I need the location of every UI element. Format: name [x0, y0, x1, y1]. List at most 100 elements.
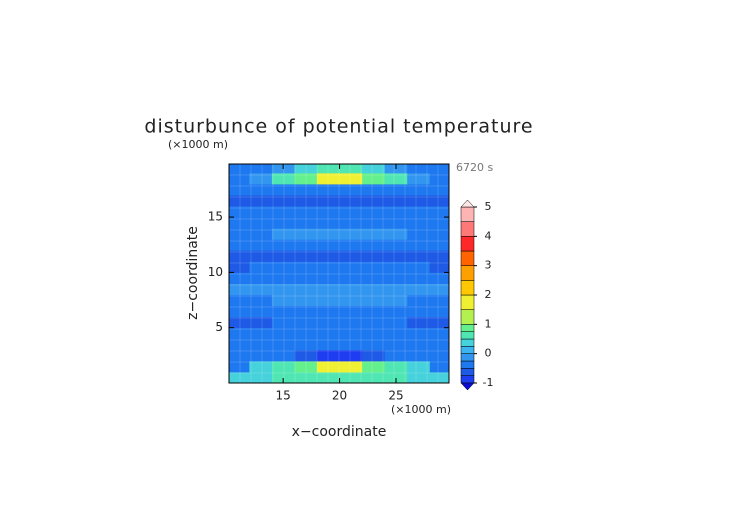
contour-cell — [384, 371, 408, 383]
colorbar-segment — [460, 250, 475, 266]
contour-cell — [317, 283, 341, 296]
colorbar-segment — [460, 309, 475, 325]
colorbar-segment — [460, 280, 475, 296]
contour-cell — [407, 327, 431, 340]
contour-cell — [294, 360, 318, 373]
y-tick-label: 10 — [208, 265, 223, 279]
contour-cell — [339, 327, 363, 340]
contour-cell — [271, 217, 295, 229]
contour-cell — [339, 194, 363, 207]
colorbar-segment — [460, 331, 475, 340]
contour-cell — [362, 172, 386, 185]
contour-cell — [294, 371, 318, 383]
contour-cell — [294, 172, 318, 185]
colorbar-segment — [460, 265, 475, 281]
contour-cell — [249, 217, 273, 229]
contour-cell — [362, 239, 386, 251]
contour-cell — [229, 305, 250, 318]
contour-cell — [429, 371, 449, 383]
contour-cell — [294, 349, 318, 362]
contour-cell — [384, 349, 408, 362]
contour-cell — [407, 239, 431, 251]
contour-cell — [429, 183, 449, 196]
contour-cell — [249, 360, 273, 373]
contour-cell — [362, 272, 386, 284]
contour-cell — [362, 183, 386, 196]
contour-cell — [271, 327, 295, 340]
contour-cell — [317, 272, 341, 284]
contour-cell — [249, 172, 273, 185]
contour-cell — [249, 349, 273, 362]
x-axis-label: x−coordinate — [292, 424, 387, 440]
contour-cell — [407, 206, 431, 218]
contour-cell — [229, 228, 250, 240]
contour-cell — [407, 217, 431, 229]
x-tick-label: 15 — [276, 389, 291, 403]
contour-cell — [384, 228, 408, 240]
contour-cell — [229, 183, 250, 196]
contour-cell — [339, 316, 363, 329]
contour-cell — [429, 172, 449, 185]
contour-cell — [249, 338, 273, 351]
contour-cell — [362, 305, 386, 318]
contour-cell — [249, 206, 273, 218]
contour-cell — [384, 316, 408, 329]
contour-cell — [429, 194, 449, 207]
contour-cell — [317, 217, 341, 229]
contour-cell — [317, 250, 341, 262]
contour-cell — [339, 294, 363, 307]
contour-cell — [249, 228, 273, 240]
contour-cell — [229, 272, 250, 284]
contour-cell — [362, 228, 386, 240]
contour-cell — [317, 228, 341, 240]
contour-cell — [294, 272, 318, 284]
colorbar-under — [460, 382, 475, 391]
contour-cell — [249, 261, 273, 273]
contour-cell — [294, 338, 318, 351]
contour-cell — [429, 294, 449, 307]
y-axis-label: z−coordinate — [185, 226, 201, 320]
contour-cell — [384, 338, 408, 351]
contour-cell — [407, 294, 431, 307]
contour-cell — [249, 283, 273, 296]
contour-cell — [317, 239, 341, 251]
contour-cell — [339, 371, 363, 383]
contour-cell — [317, 183, 341, 196]
colorbar-segment — [460, 324, 475, 332]
colorbar-segment — [460, 338, 475, 347]
colorbar-segment — [460, 294, 475, 310]
contour-cell — [294, 305, 318, 318]
contour-cell — [294, 217, 318, 229]
contour-cell — [271, 283, 295, 296]
colorbar-tick-label: 1 — [485, 317, 492, 330]
contour-cell — [429, 164, 449, 174]
contour-cell — [429, 250, 449, 262]
contour-cell — [384, 294, 408, 307]
contour-cell — [229, 250, 250, 262]
contour-cell — [294, 183, 318, 196]
contour-field — [229, 164, 449, 383]
contour-cell — [294, 194, 318, 207]
contour-cell — [229, 239, 250, 251]
contour-cell — [271, 349, 295, 362]
contour-cell — [271, 172, 295, 185]
contour-cell — [339, 164, 363, 174]
contour-cell — [384, 272, 408, 284]
contour-cell — [407, 194, 431, 207]
x-tick-label: 25 — [388, 389, 403, 403]
contour-cell — [384, 360, 408, 373]
contour-cell — [407, 305, 431, 318]
contour-cell — [407, 360, 431, 373]
contour-cell — [339, 228, 363, 240]
plot-frame — [228, 163, 450, 384]
contour-cell — [362, 349, 386, 362]
contour-cell — [271, 261, 295, 273]
contour-cell — [384, 261, 408, 273]
contour-cell — [362, 250, 386, 262]
contour-cell — [249, 316, 273, 329]
contour-cell — [384, 217, 408, 229]
contour-cell — [229, 283, 250, 296]
contour-cell — [317, 164, 341, 174]
contour-cell — [229, 164, 250, 174]
